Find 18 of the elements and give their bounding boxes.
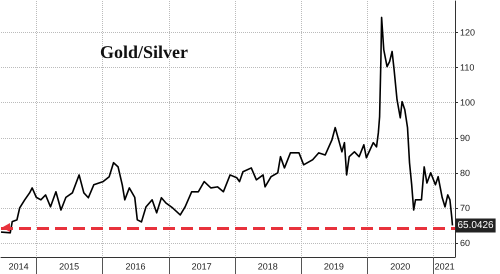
x-tick-label: 2020	[390, 262, 410, 272]
y-tick-label: 110	[460, 62, 474, 73]
x-tick-label: 2014	[8, 262, 29, 272]
text: Gold/Silver	[100, 42, 188, 62]
y-tick-label: 60	[460, 238, 470, 248]
y-tick-label: 100	[460, 98, 476, 108]
x-tick-label: 2016	[125, 262, 146, 272]
annotation: 65.0426	[457, 220, 494, 231]
x-tick-label: 2017	[192, 262, 212, 272]
y-tick-label: 80	[460, 168, 470, 178]
line-series	[0, 16, 454, 234]
x-tick-label: 2021	[434, 262, 455, 272]
x-tick-label: 2019	[324, 262, 344, 272]
x-tick-label: 2018	[258, 262, 278, 272]
x-tick-label: 2015	[59, 262, 80, 272]
y-tick-label: 90	[460, 132, 470, 143]
y-tick-label: 70	[460, 202, 470, 213]
y-tick-label: 120	[460, 28, 476, 38]
